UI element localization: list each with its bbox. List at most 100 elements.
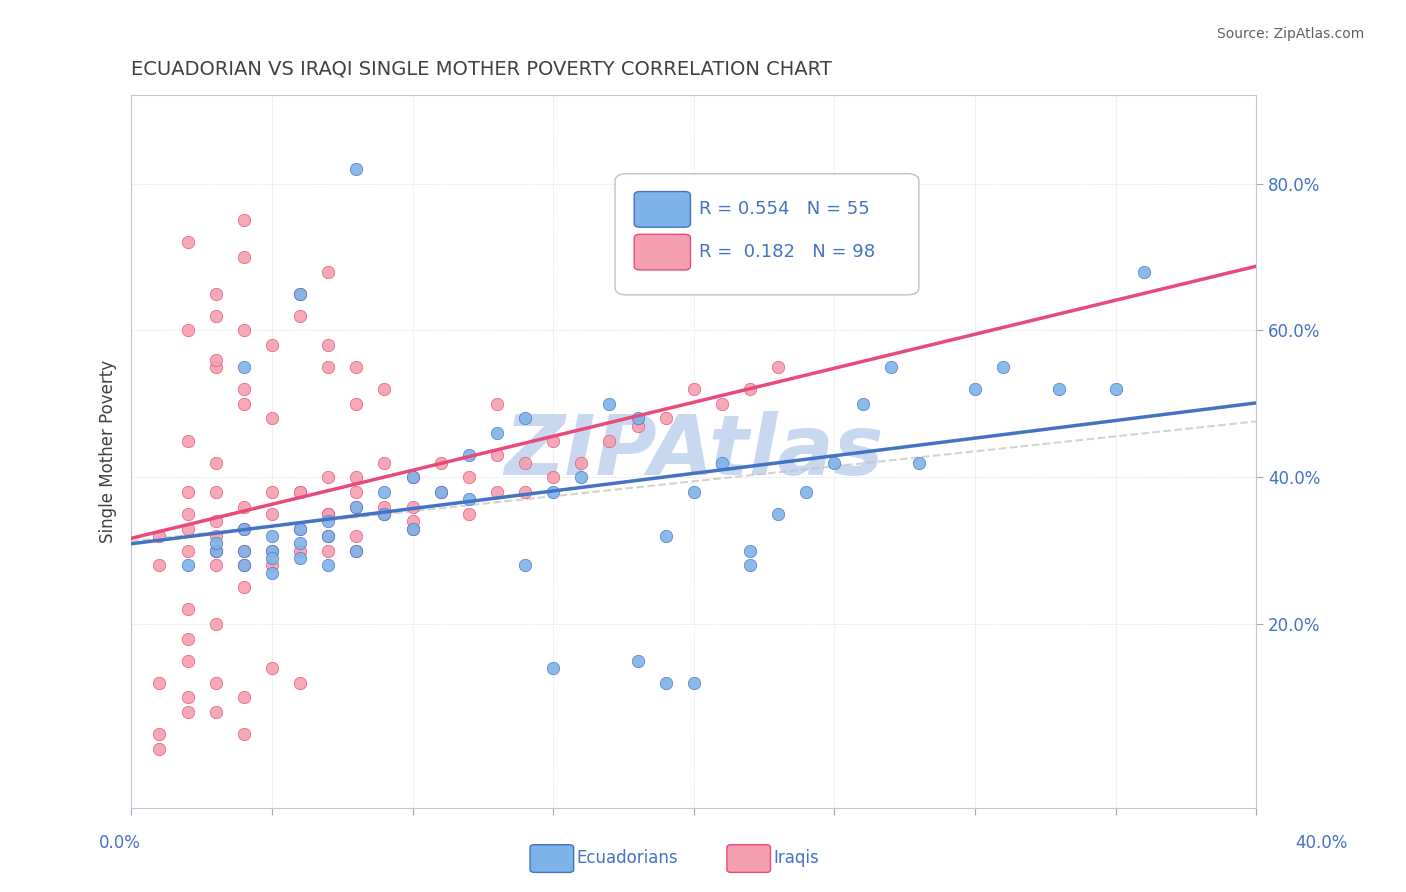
Point bbox=[429, 456, 451, 470]
Point bbox=[485, 448, 508, 462]
Text: Source: ZipAtlas.com: Source: ZipAtlas.com bbox=[1216, 27, 1364, 41]
Point bbox=[260, 551, 283, 566]
Point bbox=[260, 484, 283, 499]
Point bbox=[288, 551, 311, 566]
Point bbox=[457, 470, 479, 484]
Point bbox=[344, 543, 367, 558]
Point bbox=[204, 456, 226, 470]
Point bbox=[148, 529, 170, 543]
Point bbox=[232, 213, 254, 227]
Point bbox=[965, 382, 987, 396]
Point bbox=[176, 632, 198, 646]
Point bbox=[344, 397, 367, 411]
Point bbox=[316, 507, 339, 521]
Y-axis label: Single Mother Poverty: Single Mother Poverty bbox=[100, 360, 117, 543]
Point bbox=[288, 484, 311, 499]
Point bbox=[541, 661, 564, 675]
Point bbox=[344, 500, 367, 514]
Point bbox=[373, 456, 395, 470]
Point bbox=[260, 338, 283, 352]
Point bbox=[908, 456, 931, 470]
Point bbox=[401, 522, 423, 536]
Point bbox=[626, 411, 648, 425]
Point bbox=[288, 536, 311, 550]
Point bbox=[260, 566, 283, 580]
Point bbox=[204, 536, 226, 550]
FancyBboxPatch shape bbox=[634, 192, 690, 227]
Point bbox=[457, 448, 479, 462]
Point bbox=[794, 484, 817, 499]
Point bbox=[232, 543, 254, 558]
Point bbox=[373, 484, 395, 499]
Point bbox=[204, 543, 226, 558]
Point bbox=[485, 426, 508, 441]
Point bbox=[288, 675, 311, 690]
Point bbox=[626, 418, 648, 433]
Point bbox=[260, 529, 283, 543]
Point bbox=[316, 558, 339, 573]
Point bbox=[288, 309, 311, 323]
Point bbox=[569, 470, 592, 484]
Point bbox=[373, 382, 395, 396]
Point bbox=[824, 456, 846, 470]
Point bbox=[204, 617, 226, 632]
Point bbox=[316, 507, 339, 521]
Point bbox=[316, 529, 339, 543]
Point bbox=[316, 529, 339, 543]
Point bbox=[513, 411, 536, 425]
Point bbox=[541, 470, 564, 484]
Point bbox=[738, 558, 761, 573]
Point bbox=[373, 507, 395, 521]
Point bbox=[485, 484, 508, 499]
Point bbox=[654, 411, 676, 425]
FancyBboxPatch shape bbox=[614, 174, 920, 295]
Point bbox=[204, 558, 226, 573]
Point bbox=[457, 492, 479, 507]
Point bbox=[204, 514, 226, 528]
Point bbox=[204, 360, 226, 375]
Point bbox=[232, 250, 254, 264]
Point bbox=[401, 470, 423, 484]
Point bbox=[316, 360, 339, 375]
Point bbox=[401, 514, 423, 528]
Point bbox=[176, 484, 198, 499]
Point bbox=[654, 529, 676, 543]
Text: R =  0.182   N = 98: R = 0.182 N = 98 bbox=[699, 244, 876, 261]
Point bbox=[766, 360, 789, 375]
Point bbox=[260, 661, 283, 675]
Point bbox=[232, 727, 254, 741]
Point bbox=[1133, 265, 1156, 279]
Point bbox=[738, 543, 761, 558]
Text: Ecuadorians: Ecuadorians bbox=[576, 849, 678, 867]
Point bbox=[344, 360, 367, 375]
Point bbox=[148, 558, 170, 573]
Point bbox=[204, 309, 226, 323]
Point bbox=[316, 265, 339, 279]
Point bbox=[288, 286, 311, 301]
Point bbox=[738, 382, 761, 396]
Point bbox=[598, 434, 620, 448]
Point bbox=[316, 543, 339, 558]
Point bbox=[766, 507, 789, 521]
Point bbox=[344, 500, 367, 514]
Point bbox=[626, 654, 648, 668]
Point bbox=[682, 484, 704, 499]
Point bbox=[204, 675, 226, 690]
Point bbox=[429, 484, 451, 499]
Point bbox=[176, 323, 198, 337]
Point bbox=[682, 382, 704, 396]
Point bbox=[148, 742, 170, 756]
Point bbox=[710, 456, 733, 470]
Point bbox=[344, 484, 367, 499]
Point bbox=[176, 507, 198, 521]
Point bbox=[176, 654, 198, 668]
Point bbox=[880, 360, 903, 375]
Point bbox=[204, 352, 226, 367]
Point bbox=[260, 558, 283, 573]
Point bbox=[541, 434, 564, 448]
Point bbox=[569, 456, 592, 470]
Point bbox=[485, 397, 508, 411]
Point bbox=[316, 514, 339, 528]
Point bbox=[176, 434, 198, 448]
Point bbox=[176, 690, 198, 705]
